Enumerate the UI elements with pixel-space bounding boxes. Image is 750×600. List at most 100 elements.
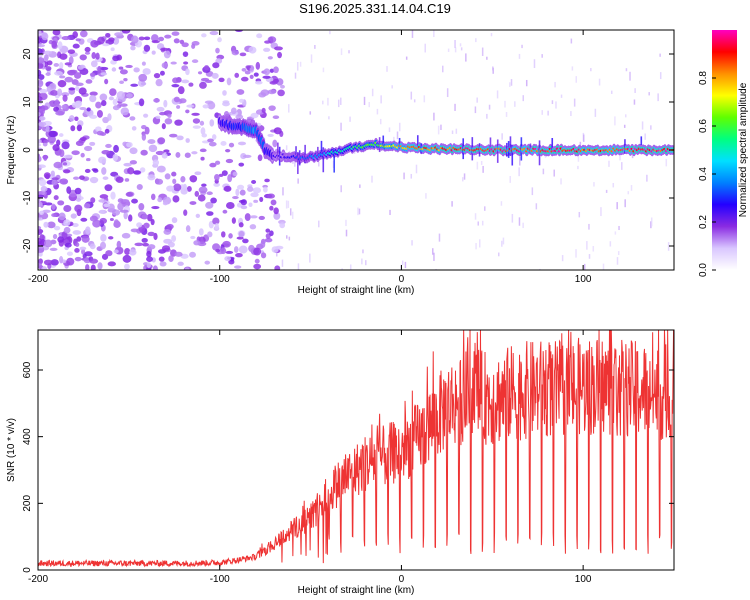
spectrogram-cell bbox=[255, 61, 261, 70]
spectrogram-cell bbox=[130, 45, 136, 51]
spectrogram-cell bbox=[44, 202, 53, 206]
spectrogram-cell bbox=[579, 141, 582, 149]
spectrogram-cell bbox=[586, 241, 588, 250]
spectrogram-cell bbox=[547, 110, 549, 116]
spectrogram-cell bbox=[240, 199, 247, 206]
spectrogram-cell bbox=[236, 89, 245, 95]
spectrogram-cell bbox=[38, 231, 43, 236]
spectrogram-cell bbox=[145, 267, 152, 270]
spectrogram-cell bbox=[121, 30, 131, 34]
spectrogram-cell bbox=[125, 192, 134, 197]
spectrogram-cell bbox=[474, 106, 477, 114]
spectrogram-cell bbox=[646, 174, 648, 182]
spectrogram-cell bbox=[89, 114, 98, 119]
spectrogram-cell bbox=[522, 95, 524, 102]
spectrogram-cell bbox=[215, 248, 221, 253]
spectrogram-cell bbox=[41, 266, 48, 270]
spectrogram-cell bbox=[357, 207, 359, 216]
spectrogram-cell bbox=[133, 67, 140, 73]
y-tick-label: 0 bbox=[22, 147, 33, 153]
spectrogram-cell bbox=[232, 171, 238, 177]
spectrogram-cell bbox=[164, 34, 172, 39]
spectrogram-cell bbox=[286, 235, 288, 239]
spectrogram-cell bbox=[600, 207, 602, 217]
spectrogram-cell bbox=[152, 265, 158, 270]
spectrogram-cell bbox=[176, 135, 184, 141]
spectrogram-cell bbox=[221, 231, 226, 238]
spectrogram-cell bbox=[49, 247, 58, 252]
spectrogram-cell bbox=[68, 87, 76, 91]
spectrogram-cell bbox=[166, 223, 174, 230]
spectrogram-cell bbox=[116, 91, 126, 99]
spectrogram-cell bbox=[341, 268, 343, 270]
y-tick-label: 0 bbox=[22, 567, 33, 573]
spectrogram-cell bbox=[138, 73, 148, 82]
spectrogram-cell bbox=[252, 187, 262, 194]
spectrogram-cell bbox=[233, 246, 239, 253]
spectrogram-cell bbox=[231, 50, 240, 56]
spectrogram-cell bbox=[415, 164, 418, 174]
spectrogram-cell bbox=[263, 47, 271, 52]
spectrogram-cell bbox=[260, 89, 270, 96]
spectrogram-cell bbox=[177, 86, 185, 95]
spectrogram-cell bbox=[480, 160, 483, 165]
spectrogram-cell bbox=[173, 96, 180, 103]
spectrogram-cell bbox=[509, 136, 512, 157]
spectrogram-cell bbox=[478, 239, 481, 248]
spectrogram-cell bbox=[318, 162, 320, 167]
spectrogram-cell bbox=[465, 53, 467, 62]
spectrogram-cell bbox=[59, 149, 65, 158]
spectrogram-cell bbox=[486, 56, 488, 60]
spectrogram-cell bbox=[209, 119, 215, 127]
spectrogram-cell bbox=[197, 194, 206, 202]
spectrogram-cell bbox=[158, 256, 165, 262]
spectrogram-cell bbox=[501, 240, 503, 247]
spectrogram-cell bbox=[242, 154, 252, 158]
spectrogram-cell bbox=[205, 201, 214, 209]
spectrogram-cell bbox=[64, 62, 72, 66]
spectrogram-cell bbox=[83, 203, 91, 209]
spectrogram-cell bbox=[541, 54, 543, 58]
spectrogram-cell bbox=[454, 103, 456, 111]
spectrogram-cell bbox=[340, 122, 342, 131]
spectrogram-cell bbox=[173, 183, 182, 192]
spectrogram-cell bbox=[62, 169, 71, 174]
spectrogram-cell bbox=[99, 217, 107, 224]
spectrogram-cell bbox=[59, 256, 64, 264]
spectrogram-cell bbox=[150, 193, 156, 201]
spectrogram-cell bbox=[618, 225, 620, 231]
spectrogram-cell bbox=[171, 31, 180, 36]
spectrogram-cell bbox=[159, 70, 165, 76]
spectrogram-cell bbox=[232, 195, 239, 200]
x-tick-label: -200 bbox=[28, 574, 48, 585]
spectrogram-cell bbox=[46, 60, 53, 66]
spectrogram-cell bbox=[89, 243, 96, 250]
spectrogram-cell bbox=[379, 118, 382, 125]
spectrogram-cell bbox=[97, 66, 102, 74]
x-tick-label: 0 bbox=[399, 274, 405, 285]
spectrogram-cell bbox=[38, 44, 45, 48]
spectrogram-cell bbox=[188, 82, 194, 87]
spectrogram-cell bbox=[191, 43, 196, 49]
spectrogram-cell bbox=[160, 47, 169, 52]
spectrogram-cell bbox=[231, 217, 236, 224]
spectrogram-cell bbox=[57, 41, 63, 50]
spectrogram-cell bbox=[641, 121, 644, 130]
spectrogram-cell bbox=[522, 222, 524, 229]
spectrogram-cell bbox=[575, 249, 577, 258]
spectrogram-cell bbox=[80, 152, 85, 158]
spectrogram-cell bbox=[314, 44, 316, 49]
spectrogram-cell bbox=[200, 127, 206, 135]
spectrogram-cell bbox=[502, 237, 505, 245]
spectrogram-cell bbox=[560, 178, 562, 185]
spectrogram-cell bbox=[174, 251, 183, 257]
spectrogram-cell bbox=[322, 67, 325, 73]
spectrogram-cell bbox=[665, 158, 668, 167]
spectrogram-cell bbox=[437, 125, 440, 135]
spectrogram-cell bbox=[224, 256, 232, 262]
spectrogram-cell bbox=[287, 200, 290, 208]
spectrogram-cell bbox=[191, 59, 199, 63]
spectrogram-cell bbox=[174, 119, 183, 126]
colorbar-label: Normalized spectral amplitude bbox=[738, 82, 749, 217]
spectrogram-cell bbox=[230, 107, 237, 115]
